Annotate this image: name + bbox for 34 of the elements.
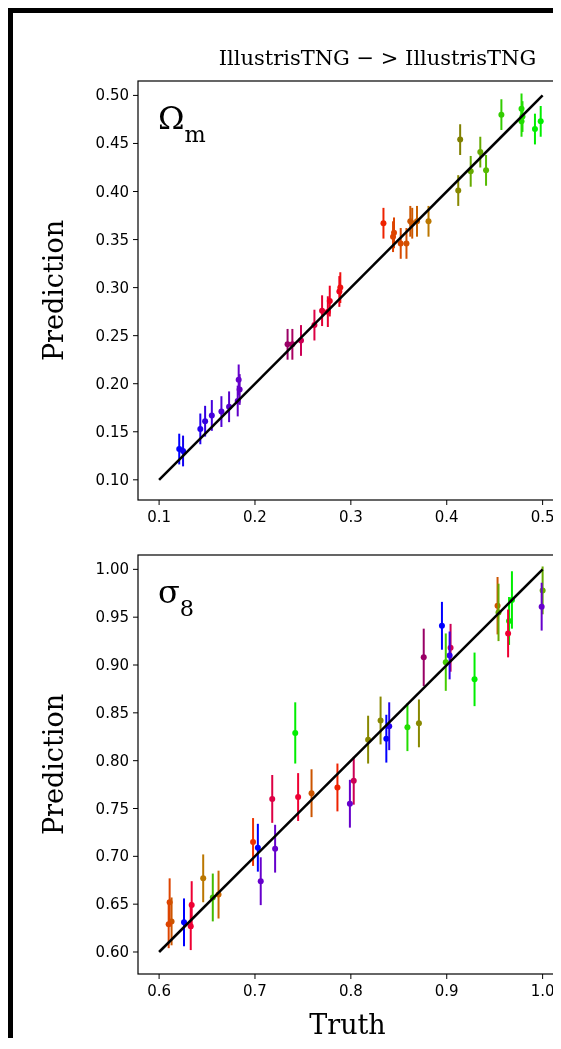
y-tick-label: 0.25: [95, 326, 129, 345]
y-tick-label: 0.65: [95, 895, 129, 914]
chart-title: IllustrisTNG − > IllustrisTNG: [218, 46, 537, 70]
y-tick-label: 0.30: [95, 278, 129, 297]
x-tick-label: 0.2: [243, 508, 267, 526]
x-tick-label: 0.1: [147, 508, 172, 526]
y-tick-label: 0.60: [95, 943, 129, 961]
x-tick-label: 0.9: [434, 982, 459, 1000]
y-tick-label: 0.45: [95, 134, 129, 153]
x-tick-label: 1.0: [530, 982, 555, 1000]
annotation: σ$_{8}$: [158, 573, 195, 621]
y-tick-label: 0.10: [95, 470, 129, 489]
y-tick-label: 0.15: [95, 422, 129, 441]
y-tick-label: 0.35: [95, 230, 129, 249]
x-tick-label: 0.8: [338, 982, 363, 1000]
y-tick-label: 0.50: [95, 86, 129, 105]
y-tick-label: 0.20: [95, 374, 129, 393]
y-tick-label: 0.80: [95, 751, 129, 770]
y-tick-label: 0.95: [95, 608, 129, 627]
y-tick-label: 0.70: [95, 847, 129, 866]
y-tick-label: 0.40: [95, 182, 129, 201]
x-tick-label: 0.3: [338, 508, 363, 526]
x-tick-label: 0.5: [530, 508, 555, 526]
y-tick-label: 0.75: [95, 799, 129, 818]
x-tick-label: 0.7: [243, 982, 267, 1000]
y-axis-title: Prediction: [38, 693, 69, 836]
y-tick-label: 0.90: [95, 656, 129, 675]
y-tick-label: 1.00: [95, 560, 129, 579]
y-tick-label: 0.85: [95, 703, 129, 722]
x-axis-title: Truth: [309, 1009, 386, 1040]
x-tick-label: 0.4: [434, 508, 459, 526]
annotation: Ω$_{m}$: [158, 99, 206, 147]
x-tick-label: 0.6: [147, 982, 172, 1000]
y-axis-title: Prediction: [38, 219, 69, 362]
